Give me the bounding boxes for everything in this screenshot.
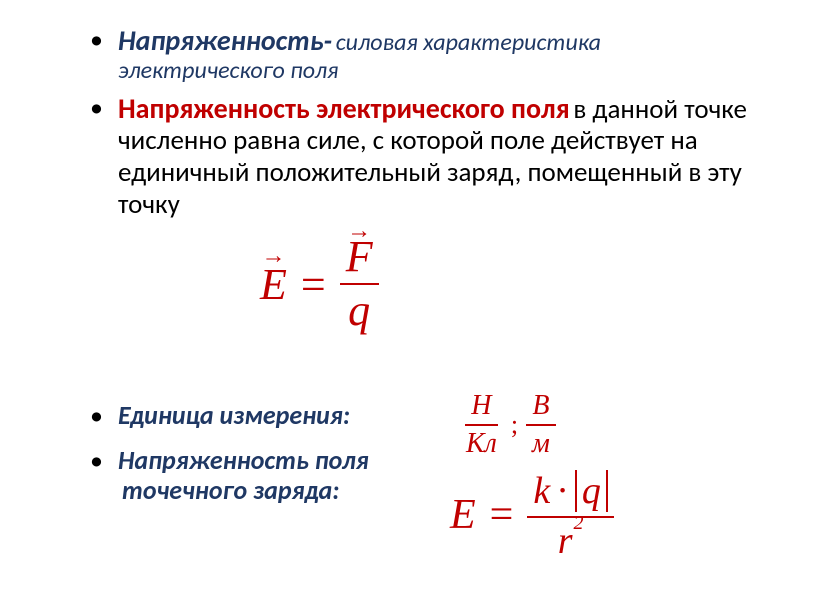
bullet-4: Напряженность поля точечного заряда: <box>90 445 450 506</box>
frac-kqr2: k · q r2 <box>527 470 614 560</box>
sym-eq2: = <box>490 491 514 539</box>
unit2-den: м <box>526 426 556 458</box>
sym-q: q <box>582 470 601 512</box>
units-label: Единица измерения: <box>118 399 350 431</box>
sym-exp: 2 <box>574 512 584 534</box>
vec-arrow-E: → <box>261 243 285 270</box>
units-formula: Н Кл ; В м <box>460 392 556 458</box>
slide: Напряженность- силовая характеристика эл… <box>0 0 816 613</box>
formula-e-fq: → E = → F q <box>260 235 379 333</box>
sym-E2: E <box>450 491 476 539</box>
vec-arrow-F: → <box>347 219 371 243</box>
unit1-num: Н <box>465 392 497 426</box>
lower-text-block: Единица измерения: Напряженность поля то… <box>90 400 450 520</box>
eq-row: → E = → F q <box>260 235 379 333</box>
unit-frac-2: В м <box>526 392 556 458</box>
frac-num: → F <box>340 235 379 285</box>
formula-point-charge: E = k · q r2 <box>450 470 614 560</box>
sym-k: k <box>533 472 550 510</box>
bullet-3: Единица измерения: <box>90 400 450 431</box>
unit1-den: Кл <box>460 426 503 458</box>
bullet-list-bottom: Единица измерения: Напряженность поля то… <box>90 400 450 506</box>
bullet-2: Напряженность электрического поля в данн… <box>90 92 756 221</box>
term-napr: Напряженность- <box>118 23 332 58</box>
sym-r: r <box>558 520 573 562</box>
frac-den: q <box>342 285 376 333</box>
abs-q: q <box>575 470 608 512</box>
frac2-den: r2 <box>552 518 590 560</box>
sym-dot: · <box>556 472 569 510</box>
term-red: Напряженность электрического поля <box>118 91 570 126</box>
point-label-2: точечного заряда: <box>118 474 339 506</box>
frac-Fq: → F q <box>340 235 379 333</box>
bullet-list-top: Напряженность- силовая характеристика эл… <box>90 24 756 221</box>
vec-E: → E <box>260 259 287 310</box>
vec-F: → F <box>346 235 373 279</box>
bullet-1: Напряженность- силовая характеристика эл… <box>90 24 756 86</box>
frac2-num: k · q <box>527 470 614 518</box>
unit-sep: ; <box>511 410 518 440</box>
unit-frac-1: Н Кл <box>460 392 503 458</box>
sym-eq: = <box>301 259 326 310</box>
unit2-num: В <box>526 392 555 426</box>
point-label-1: Напряженность поля <box>118 444 369 476</box>
